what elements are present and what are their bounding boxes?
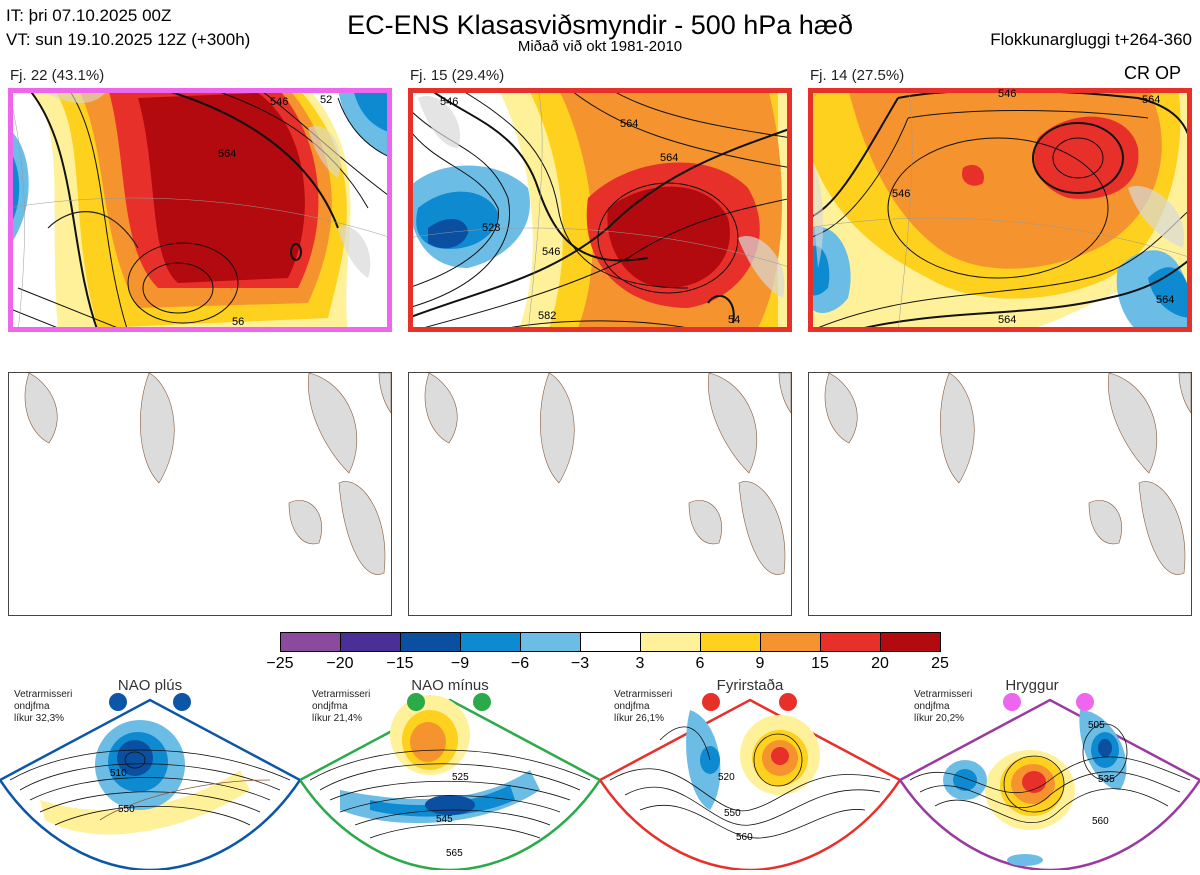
colorbar-tick-label: −25 xyxy=(266,655,294,672)
regime-stats: Vetrarmisseri ondjfma líkur 21,4% xyxy=(312,689,371,724)
colorbar-cell xyxy=(340,632,401,652)
colorbar-tick-label: −6 xyxy=(510,655,530,672)
contour-label: 528 xyxy=(482,222,501,234)
colorbar-cell xyxy=(460,632,521,652)
contour-label: 564 xyxy=(660,152,679,164)
contour-label: 505 xyxy=(1088,720,1105,731)
contour-label: 564 xyxy=(218,148,237,160)
colorbar-cell xyxy=(280,632,341,652)
contour-label: 520 xyxy=(718,772,735,783)
cluster-3-label: Fj. 14 (27.5%) xyxy=(810,67,905,84)
colorbar-cell xyxy=(580,632,641,652)
contour-label: 546 xyxy=(270,96,289,108)
page-title: EC-ENS Klasasviðsmyndir - 500 hPa hæð xyxy=(347,10,853,40)
colorbar-tick-label: 9 xyxy=(755,655,765,672)
contour-label: 546 xyxy=(542,246,561,258)
contour-label: 52 xyxy=(320,94,333,106)
colorbar-tick-label: −9 xyxy=(450,655,470,672)
contour-label: 546 xyxy=(998,88,1017,100)
cluster-2-label: Fj. 15 (29.4%) xyxy=(410,67,505,84)
colorbar-cell xyxy=(820,632,881,652)
contour-label: 560 xyxy=(736,832,753,843)
contour-label: 545 xyxy=(436,814,453,825)
colorbar-cell xyxy=(520,632,581,652)
page-subtitle: Miðað við okt 1981-2010 xyxy=(517,38,683,55)
contour-label: 565 xyxy=(446,848,463,859)
colorbar-tick-label: 25 xyxy=(931,655,949,672)
base-map-1 xyxy=(8,372,392,616)
regime-nao-plus: NAO plús Vetrarmisseri ondjfma líkur 32,3%… xyxy=(0,677,302,872)
colorbar-cell xyxy=(400,632,461,652)
colorbar-tick-label: 20 xyxy=(871,655,889,672)
contour-label: 535 xyxy=(1098,774,1115,785)
colorbar-tick-label: 15 xyxy=(811,655,829,672)
contour-label: 550 xyxy=(118,804,135,815)
contour-label: 546 xyxy=(892,188,911,200)
cluster-map-3: 546 564 546 564 564 xyxy=(808,88,1192,332)
colorbar-tick-label: 3 xyxy=(635,655,645,672)
contour-label: 525 xyxy=(452,772,469,783)
colorbar-cell xyxy=(700,632,761,652)
contour-label: 546 xyxy=(440,96,459,108)
regime-blocking: Fyrirstaða Vetrarmisseri ondjfma líkur 26,… xyxy=(598,677,902,872)
cluster-1-label: Fj. 22 (43.1%) xyxy=(10,67,105,84)
regime-name: Hryggur xyxy=(1005,677,1059,694)
colorbar-tick-label: 6 xyxy=(695,655,705,672)
contour-label: 550 xyxy=(724,808,741,819)
init-time: IT: þri 07.10.2025 00Z xyxy=(6,6,172,25)
contour-label: 564 xyxy=(1156,294,1175,306)
colorbar-tick-label: −15 xyxy=(386,655,414,672)
regime-name: NAO mínus xyxy=(411,677,489,694)
colorbar xyxy=(280,632,941,652)
regime-stats: Vetrarmisseri ondjfma líkur 20,2% xyxy=(914,689,973,724)
window-label: Flokkunargluggi t+264-360 xyxy=(990,30,1192,49)
contour-label: 560 xyxy=(1092,816,1109,827)
base-map-2 xyxy=(408,372,792,616)
control-run-tag: CR OP xyxy=(1124,63,1182,83)
cluster-map-1: 546 564 56 52 xyxy=(8,88,392,332)
valid-time: VT: sun 19.10.2025 12Z (+300h) xyxy=(6,30,251,49)
regime-stats: Vetrarmisseri ondjfma líkur 32,3% xyxy=(14,689,73,724)
colorbar-tick-label: −3 xyxy=(570,655,590,672)
colorbar-tick-label: −20 xyxy=(326,655,354,672)
colorbar-cell xyxy=(640,632,701,652)
colorbar-cell xyxy=(880,632,941,652)
contour-label: 564 xyxy=(1142,94,1161,106)
contour-label: 582 xyxy=(538,310,557,322)
colorbar-cell xyxy=(760,632,821,652)
regime-name: NAO plús xyxy=(117,677,183,694)
regime-ridge: Hryggur Vetrarmisseri ondjfma líkur 20,2% … xyxy=(898,677,1200,872)
regime-nao-minus: NAO mínus Vetrarmisseri ondjfma líkur 21,4… xyxy=(298,677,602,872)
contour-label: 510 xyxy=(110,768,127,779)
base-map-3 xyxy=(808,372,1192,616)
contour-label: 564 xyxy=(998,314,1017,326)
regime-name: Fyrirstaða xyxy=(716,677,784,694)
contour-label: 56 xyxy=(232,316,245,328)
contour-label: 54 xyxy=(728,314,741,326)
cluster-map-2: 546 564 528 546 564 582 54 xyxy=(408,88,792,332)
regime-stats: Vetrarmisseri ondjfma líkur 26,1% xyxy=(614,689,673,724)
contour-label: 564 xyxy=(620,118,639,130)
